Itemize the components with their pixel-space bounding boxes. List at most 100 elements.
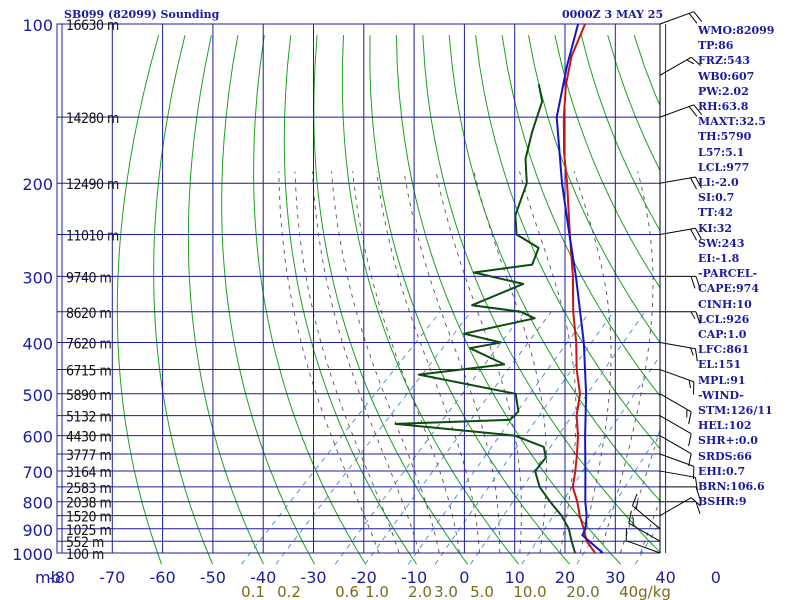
wind-barb-feather bbox=[688, 433, 692, 447]
temperature-tick-label: -60 bbox=[150, 568, 176, 587]
wind-barb bbox=[659, 435, 692, 467]
wind-barb-staff bbox=[659, 176, 696, 184]
wind-barb-feather bbox=[695, 311, 701, 324]
height-label: 16630 m bbox=[66, 18, 119, 34]
mixing-ratio-line bbox=[407, 311, 591, 565]
wind-barb-feather bbox=[690, 347, 694, 356]
moist-adiabat-line bbox=[376, 171, 480, 554]
sounding-index-item: LFC:861 bbox=[698, 343, 750, 357]
sounding-index-item: SRDS:66 bbox=[698, 449, 752, 463]
wind-barb-staff bbox=[659, 453, 694, 467]
sounding-index-item: SI:0.7 bbox=[698, 191, 735, 205]
sounding-index-item: RH:63.8 bbox=[698, 100, 749, 114]
moist-adiabat-line bbox=[599, 171, 654, 554]
moist-adiabat-line bbox=[573, 171, 612, 554]
mixing-ratio-label: 3.0 bbox=[434, 583, 458, 600]
wind-barb-staff bbox=[659, 393, 692, 413]
wind-barb-feather bbox=[635, 500, 639, 509]
sounding-index-item: CINH:10 bbox=[698, 297, 752, 311]
dry-adiabat-line bbox=[253, 35, 367, 565]
dry-adiabat-line bbox=[528, 35, 660, 344]
sounding-index-item: L57:5.1 bbox=[698, 145, 745, 159]
plot-border bbox=[56, 23, 661, 554]
pressure-tick-label: 800 bbox=[22, 494, 53, 513]
wind-barb bbox=[625, 528, 661, 554]
wind-barb-feather bbox=[695, 176, 702, 189]
wind-barb-feather bbox=[688, 411, 692, 425]
height-label: 7620 m bbox=[66, 336, 112, 352]
sounding-index-item: MAXT:32.5 bbox=[698, 115, 766, 129]
height-label: 12490 m bbox=[66, 177, 119, 193]
temperature-tick-label: 10 bbox=[505, 568, 525, 587]
temperature-tick-label: -70 bbox=[99, 568, 125, 587]
sounding-index-item: LCL:926 bbox=[698, 312, 750, 326]
moist-adiabat-line bbox=[352, 171, 460, 554]
wind-barb bbox=[660, 311, 701, 324]
sounding-index-item: EHI:0.7 bbox=[698, 464, 746, 478]
mixing-ratio-line bbox=[334, 311, 525, 565]
pressure-tick-label: 500 bbox=[22, 386, 53, 405]
wind-barb-feather bbox=[693, 104, 703, 116]
pressure-tick-label: 100 bbox=[22, 16, 53, 35]
chart-title: SB099 (82099) Sounding bbox=[64, 8, 220, 21]
moist-adiabat-line bbox=[278, 171, 380, 554]
sounding-index-item: MPL:91 bbox=[698, 373, 746, 387]
wind-barb-feather bbox=[631, 493, 638, 506]
wind-barb-feather bbox=[694, 348, 698, 362]
height-label: 552 m bbox=[66, 535, 104, 551]
height-label: 2038 m bbox=[66, 496, 112, 512]
wind-barb-feather bbox=[688, 106, 698, 117]
temperature-tick-label: -30 bbox=[300, 568, 326, 587]
wind-barb-feather bbox=[686, 59, 695, 65]
mixing-ratio-label: 2.0 bbox=[408, 583, 432, 600]
pressure-tick-label: 200 bbox=[22, 175, 53, 194]
wind-barb bbox=[659, 227, 702, 241]
wind-barb bbox=[660, 275, 701, 289]
pressure-tick-label: 600 bbox=[22, 428, 53, 447]
dry-adiabat-line bbox=[221, 35, 316, 565]
temperature-tick-label: 40 bbox=[655, 568, 675, 587]
temperature-tick-label: 20 bbox=[555, 568, 575, 587]
wind-barb bbox=[659, 341, 698, 362]
sounding-index-item: CAPE:974 bbox=[698, 282, 759, 296]
sounding-index-item: LI:-2.0 bbox=[698, 176, 739, 190]
height-label: 8620 m bbox=[66, 306, 112, 322]
wind-barb-feather bbox=[695, 501, 701, 514]
sounding-index-item: -WIND- bbox=[698, 388, 744, 402]
sounding-index-item: PW:2.02 bbox=[698, 84, 749, 98]
wind-barb-feather bbox=[690, 311, 696, 320]
sounding-index-item: TP:86 bbox=[698, 39, 734, 53]
x-axis-unit-label: mb bbox=[35, 568, 61, 587]
sounding-index-item: HEL:102 bbox=[698, 419, 752, 433]
moist-adiabat-line bbox=[473, 171, 547, 554]
dry-adiabat-line bbox=[187, 35, 265, 565]
wind-barb bbox=[659, 176, 702, 190]
mixing-ratio-label: 1.0 bbox=[365, 583, 389, 600]
pressure-tick-label: 700 bbox=[22, 463, 53, 482]
wind-barb-staff bbox=[626, 540, 661, 554]
dry-adiabat-line bbox=[116, 35, 163, 565]
dry-adiabat-line bbox=[313, 35, 469, 565]
height-label: 6715 m bbox=[66, 364, 112, 380]
height-label: 1025 m bbox=[66, 523, 112, 539]
wind-barb-feather bbox=[693, 11, 703, 22]
dewpoint-profile-line bbox=[394, 84, 577, 554]
moist-adiabat-line bbox=[403, 171, 501, 553]
wind-barb bbox=[631, 493, 661, 530]
wind-barb-staff bbox=[632, 505, 661, 530]
temperature-tick-label: -50 bbox=[200, 568, 226, 587]
sounding-index-item: EL:151 bbox=[698, 358, 742, 372]
wind-barb-feather bbox=[688, 380, 691, 389]
mixing-ratio-label: 20.0 bbox=[566, 583, 599, 600]
wind-barb-feather bbox=[688, 13, 698, 24]
sounding-index-item: FRZ:543 bbox=[698, 54, 751, 68]
height-label: 100 m bbox=[66, 547, 104, 563]
height-label: 14280 m bbox=[66, 111, 119, 127]
wind-barb-staff bbox=[659, 104, 694, 118]
wind-barb-feather bbox=[688, 453, 692, 467]
temperature-profile-line bbox=[562, 24, 597, 554]
height-label: 5890 m bbox=[66, 388, 112, 404]
wind-barb-staff bbox=[659, 497, 692, 517]
temperature-tick-label: -10 bbox=[401, 568, 427, 587]
moist-adiabat-line bbox=[519, 171, 577, 554]
